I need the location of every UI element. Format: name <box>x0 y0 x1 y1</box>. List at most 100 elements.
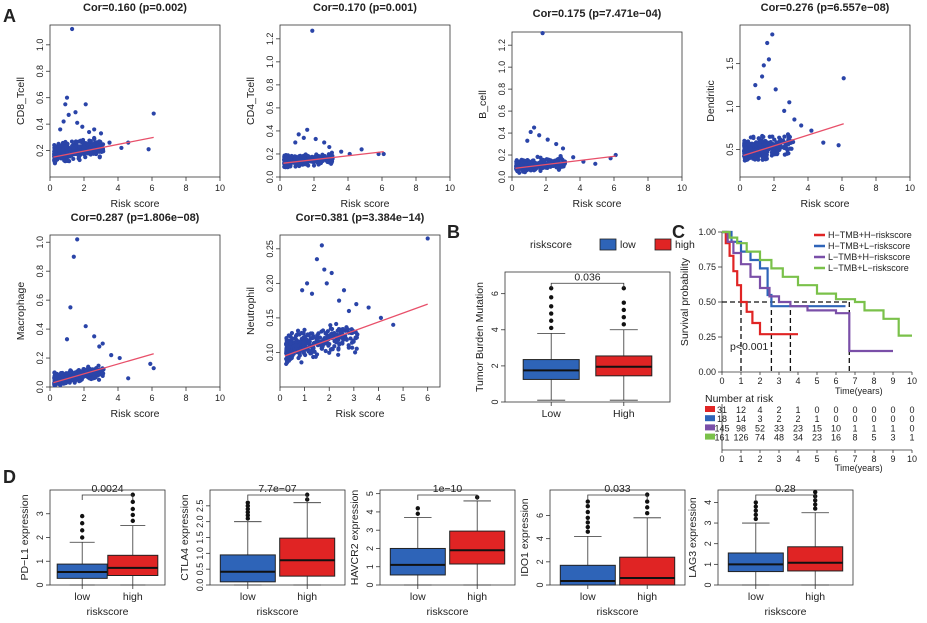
data-point-outlier <box>75 237 80 242</box>
y-tick-label: 1.0 <box>35 39 45 52</box>
y-tick-label: 2.5 <box>195 500 205 513</box>
y-tick-label: 0.25 <box>265 240 275 258</box>
data-point-outlier <box>73 110 78 115</box>
outlier-point <box>245 506 250 512</box>
regression-line <box>515 155 616 169</box>
regression-line <box>53 353 154 384</box>
x-tick-label: 7 <box>852 376 857 386</box>
risk-count: 2 <box>795 414 800 424</box>
y-tick-label: 4 <box>490 327 500 332</box>
data-point <box>92 135 97 141</box>
plots-layer: Cor=0.160 (p=0.002)0 2 4 6 8 100.20.40.60.81.… <box>15 2 917 618</box>
outlier-point <box>415 511 420 516</box>
box-low <box>522 286 580 401</box>
outlier-point <box>585 499 590 504</box>
y-tick-label: 0.50 <box>698 297 716 307</box>
outlier-point <box>813 489 818 495</box>
y-tick-label: 0.25 <box>698 332 716 342</box>
data-point-outlier <box>301 135 306 140</box>
data-point <box>290 353 295 358</box>
data-point <box>350 345 355 350</box>
x-axis-label: Risk score <box>800 198 849 210</box>
outlier-point <box>753 516 758 522</box>
data-point-outlier <box>336 298 342 303</box>
y-tick-label: 5 <box>365 491 375 496</box>
chart-title: Cor=0.381 (p=3.384e−14) <box>296 212 425 224</box>
outlier-point <box>645 505 650 510</box>
outlier-point <box>130 506 135 512</box>
x-tick-label: 6 <box>425 393 430 403</box>
plot-frame <box>739 24 911 178</box>
x-tick-label: 1 <box>302 393 307 403</box>
data-point <box>763 142 768 148</box>
data-point-outlier <box>339 149 344 154</box>
x-tick-label: 1 <box>738 376 743 386</box>
box-plot-havcr2: low high 0 1 2 3 4 5 1e−10 riskscore HAVCR2 expres… <box>349 483 516 618</box>
x-tick-label: 3 <box>776 376 781 386</box>
risk-count: 3 <box>757 414 762 424</box>
data-point-outlier <box>425 236 430 241</box>
y-tick-label: 0.2 <box>35 144 45 157</box>
data-point-outlier <box>58 127 63 132</box>
x-tick-label: 0 <box>47 183 52 193</box>
x-tick-label: 5 <box>814 376 819 386</box>
risk-count: 161 <box>714 433 729 443</box>
data-point-outlier <box>97 139 102 144</box>
data-point <box>559 157 564 162</box>
data-point <box>71 145 76 150</box>
box-body <box>787 546 844 572</box>
y-tick-label: 4 <box>535 536 545 541</box>
x-axis-label: Time(years) <box>835 386 883 396</box>
x-tick-label: high <box>123 591 143 603</box>
outlier-point <box>245 503 250 509</box>
data-point-outlier <box>540 30 545 36</box>
y-tick-label: 1.2 <box>265 33 275 46</box>
x-tick-label: 0 <box>737 183 742 193</box>
risk-count: 126 <box>733 433 748 443</box>
data-point <box>746 142 751 147</box>
p-value-label: 0.036 <box>574 271 600 283</box>
data-point <box>301 335 306 340</box>
x-tick-label: Low <box>542 408 562 420</box>
data-point <box>310 154 315 159</box>
data-point-outlier <box>760 74 765 79</box>
legend-label-4: L−TMB+L−riskscore <box>828 263 909 273</box>
data-point <box>556 164 561 169</box>
plot-frame <box>549 489 686 586</box>
y-axis-label: Macrophage <box>15 282 27 341</box>
data-point <box>63 381 68 386</box>
data-point <box>787 146 793 151</box>
box-low <box>389 506 446 586</box>
data-point <box>327 350 332 355</box>
outlier-point <box>585 515 590 521</box>
risk-count: 74 <box>755 433 765 443</box>
data-point <box>93 375 98 380</box>
data-point-outlier <box>70 26 75 32</box>
x-tick-label: low <box>74 591 90 603</box>
box-low <box>727 500 784 586</box>
data-point-outlier <box>146 147 151 152</box>
x-tick-label: 2 <box>757 376 762 386</box>
risk-x-tick-label: 4 <box>795 454 800 464</box>
data-point <box>314 337 319 342</box>
data-point <box>310 335 315 341</box>
data-point-outlier <box>300 288 305 293</box>
data-point-outlier <box>354 301 359 307</box>
data-point <box>96 377 102 382</box>
data-point <box>53 159 58 164</box>
data-point <box>742 149 747 154</box>
legend-label-high: high <box>675 239 695 251</box>
data-point <box>538 160 543 165</box>
outlier-point <box>813 502 818 507</box>
box-high <box>619 492 676 586</box>
data-point-outlier <box>100 341 105 346</box>
data-point <box>65 158 70 163</box>
data-point-outlier <box>71 254 76 259</box>
data-point <box>297 339 303 344</box>
data-point <box>286 345 291 350</box>
y-tick-label: 0.5 <box>725 143 735 156</box>
risk-count: 1 <box>852 423 857 433</box>
data-point <box>100 371 105 376</box>
x-tick-label: 10 <box>677 183 687 193</box>
x-tick-label: 4 <box>115 393 120 403</box>
